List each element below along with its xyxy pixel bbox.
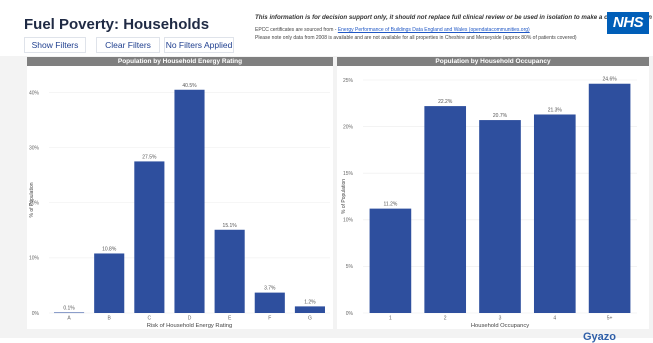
occupancy-bar	[533, 114, 576, 313]
energy-rating-y-tick-label: 10%	[29, 256, 40, 262]
data-source-note: EPCC certificates are sourced from - Ene…	[255, 27, 530, 33]
energy-rating-x-tick-label: E	[228, 316, 232, 322]
occupancy-x-tick-label: 1	[389, 316, 392, 322]
energy-rating-chart-title: Population by Household Energy Rating	[27, 57, 333, 66]
energy-rating-x-tick-label: F	[268, 316, 271, 322]
occupancy-y-tick-label: 25%	[343, 78, 354, 84]
occupancy-data-label: 20.7%	[493, 113, 508, 119]
filter-status-button[interactable]: No Filters Applied	[164, 37, 234, 53]
occupancy-y-tick-label: 0%	[346, 311, 354, 317]
energy-rating-bar	[94, 253, 125, 313]
energy-rating-panel: Population by Household Energy Rating 0%…	[27, 57, 333, 329]
energy-rating-chart: 0% 10% 20% 30% 40% % of Population Risk of Hou…	[29, 83, 330, 329]
occupancy-x-tick-label: 5+	[607, 316, 613, 322]
show-filters-button[interactable]: Show Filters	[24, 37, 86, 53]
coverage-note: Please note only data from 2008 is avail…	[255, 35, 577, 41]
energy-rating-y-tick-label: 40%	[29, 90, 40, 96]
occupancy-y-tick-label: 5%	[346, 264, 354, 270]
clinical-disclaimer: This information is for decision support…	[255, 14, 652, 21]
energy-rating-y-tick-label: 30%	[29, 145, 40, 151]
clear-filters-button[interactable]: Clear Filters	[96, 37, 160, 53]
energy-rating-x-tick-label: A	[67, 316, 71, 322]
data-source-link[interactable]: Energy Performance of Buildings Data Eng…	[337, 27, 530, 33]
energy-rating-data-label: 0.1%	[63, 305, 75, 311]
energy-rating-data-label: 1.2%	[304, 299, 316, 305]
occupancy-y-axis-title: % of Population	[341, 179, 347, 214]
energy-rating-bar	[214, 229, 245, 313]
occupancy-data-label: 11.2%	[383, 202, 397, 208]
occupancy-y-tick-label: 20%	[343, 124, 354, 130]
occupancy-chart: 0% 5% 10% 15% 20% 25% % of Population Household…	[341, 77, 637, 329]
occupancy-x-axis-title: Household Occupancy	[471, 323, 529, 329]
occupancy-panel: Population by Household Occupancy 0% 5% 10…	[337, 57, 649, 329]
energy-rating-data-label: 15.1%	[223, 223, 238, 229]
dashboard-header: Fuel Poverty: Households Show Filters Cl…	[0, 0, 653, 56]
energy-rating-data-label: 40.5%	[182, 83, 197, 89]
energy-rating-y-tick-label: 0%	[32, 311, 40, 317]
occupancy-bar	[588, 83, 631, 313]
energy-rating-bar	[134, 161, 165, 313]
energy-rating-data-label: 3.7%	[264, 286, 276, 292]
occupancy-chart-title: Population by Household Occupancy	[337, 57, 649, 66]
energy-rating-x-tick-label: B	[108, 316, 112, 322]
gyazo-watermark: Gyazo	[583, 331, 617, 343]
occupancy-x-tick-label: 2	[444, 316, 447, 322]
occupancy-data-label: 21.3%	[548, 107, 563, 113]
occupancy-x-tick-label: 4	[553, 316, 556, 322]
occupancy-data-label: 22.2%	[438, 99, 453, 105]
energy-rating-x-tick-label: D	[188, 316, 192, 322]
energy-rating-x-axis-title: Risk of Household Energy Rating	[147, 323, 232, 329]
energy-rating-y-axis-title: % of Population	[29, 182, 35, 217]
occupancy-bar	[479, 120, 521, 313]
occupancy-y-tick-label: 10%	[343, 218, 354, 224]
occupancy-bar	[424, 106, 467, 313]
occupancy-data-label: 24.6%	[603, 77, 618, 83]
energy-rating-bar	[294, 306, 325, 313]
occupancy-bar	[369, 208, 412, 313]
nhs-logo: NHS	[607, 12, 649, 34]
occupancy-x-tick-label: 3	[499, 316, 502, 322]
energy-rating-data-label: 27.5%	[142, 154, 157, 160]
energy-rating-x-tick-label: G	[308, 316, 312, 322]
energy-rating-data-label: 10.8%	[102, 246, 117, 252]
occupancy-y-tick-label: 15%	[343, 171, 354, 177]
energy-rating-y-tick-label: 20%	[29, 201, 40, 207]
energy-rating-bar	[54, 312, 85, 314]
energy-rating-bar	[174, 89, 205, 313]
energy-rating-bar	[254, 292, 285, 313]
energy-rating-x-tick-label: C	[148, 316, 152, 322]
page-title: Fuel Poverty: Households	[24, 16, 210, 33]
data-source-prefix: EPCC certificates are sourced from -	[255, 27, 338, 33]
